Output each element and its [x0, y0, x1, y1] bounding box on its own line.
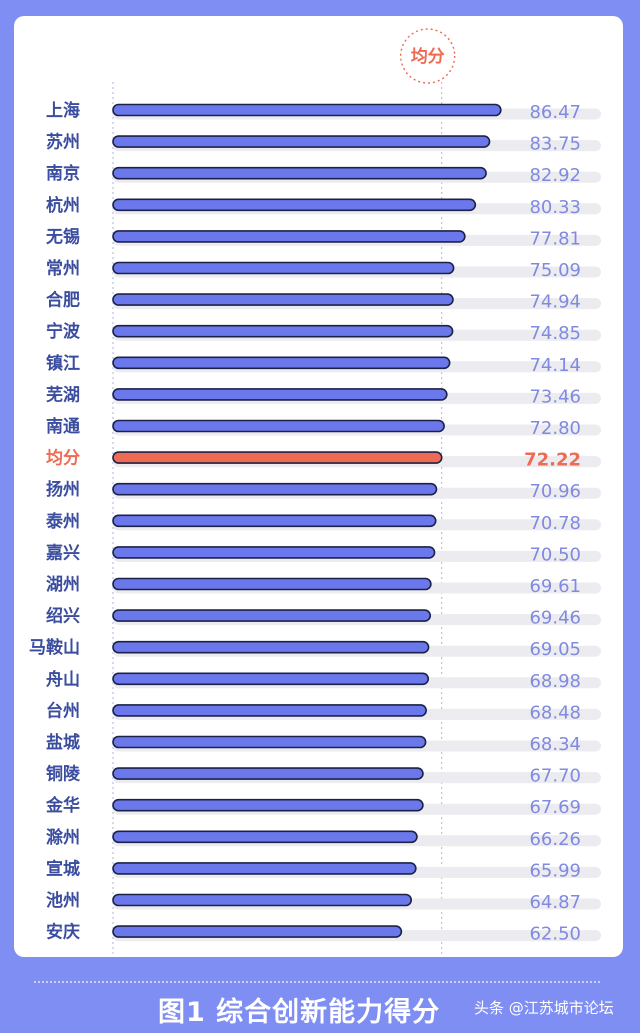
value-label: 83.75 — [529, 134, 581, 155]
value-label: 75.09 — [529, 260, 581, 281]
bar — [112, 672, 430, 686]
bar — [112, 230, 466, 243]
chart-title: 图1 综合创新能力得分 — [158, 997, 441, 1028]
value-label: 70.78 — [529, 513, 581, 534]
category-label: 芜湖 — [46, 384, 80, 405]
bar — [112, 546, 436, 559]
category-label: 台州 — [46, 700, 80, 721]
value-label: 69.05 — [529, 639, 581, 660]
category-label: 池州 — [46, 890, 80, 911]
value-label: 68.98 — [529, 671, 581, 692]
value-label: 74.94 — [529, 292, 581, 313]
category-label: 宣城 — [46, 858, 80, 879]
bar — [112, 893, 413, 907]
category-label: 盐城 — [46, 732, 80, 753]
average-bar — [112, 451, 443, 464]
bar — [112, 103, 502, 117]
category-label: 上海 — [46, 100, 80, 121]
bar — [112, 198, 477, 212]
value-label: 86.47 — [529, 102, 581, 123]
bar — [112, 767, 424, 780]
value-label: 74.85 — [529, 323, 581, 344]
bar — [112, 482, 438, 496]
category-label: 合肥 — [46, 290, 80, 311]
value-label: 69.46 — [529, 608, 581, 629]
bar — [112, 293, 454, 306]
category-label: 南京 — [46, 163, 80, 184]
value-label: 80.33 — [529, 197, 581, 218]
bar — [112, 704, 427, 717]
category-label: 嘉兴 — [45, 542, 80, 563]
bar — [112, 577, 432, 591]
category-label: 泰州 — [46, 511, 80, 532]
category-label: 安庆 — [46, 922, 80, 943]
category-label: 铜陵 — [46, 764, 81, 785]
value-label: 70.96 — [529, 481, 581, 502]
category-label: 湖州 — [46, 575, 80, 595]
category-label: 均分 — [46, 448, 80, 469]
bar — [112, 324, 454, 338]
average-marker-label: 均分 — [411, 46, 445, 67]
bar — [112, 925, 403, 938]
category-label: 南通 — [46, 416, 80, 437]
value-label: 69.61 — [529, 576, 581, 597]
bar — [112, 862, 417, 875]
bar — [112, 419, 445, 433]
value-label: 77.81 — [529, 228, 581, 249]
value-label: 73.46 — [529, 386, 581, 407]
category-label: 绍兴 — [46, 606, 80, 627]
value-label: 72.22 — [524, 450, 581, 471]
value-label: 72.80 — [529, 418, 581, 439]
bar — [112, 388, 448, 401]
chart-card: 均分 上海 86.47 苏州 83.75 南京 82.92 杭州 80.33 无锡 77.81 常州 7… — [14, 16, 623, 957]
bar — [112, 166, 487, 180]
category-label: 扬州 — [46, 479, 80, 500]
value-label: 74.14 — [529, 355, 581, 376]
value-label: 68.48 — [529, 702, 581, 723]
category-label: 苏州 — [46, 132, 80, 153]
value-label: 68.34 — [529, 734, 581, 755]
bar — [112, 514, 437, 528]
value-label: 67.69 — [529, 797, 581, 818]
bar — [112, 261, 455, 275]
value-label: 62.50 — [529, 924, 581, 945]
bar — [112, 640, 430, 654]
footer-divider — [34, 981, 600, 983]
watermark-text: 头条 @江苏城市论坛 — [474, 999, 614, 1017]
value-label: 67.70 — [529, 766, 581, 787]
category-label: 舟山 — [46, 669, 80, 690]
category-label: 马鞍山 — [29, 637, 80, 658]
category-label: 宁波 — [46, 321, 81, 342]
category-label: 杭州 — [46, 195, 80, 216]
value-label: 82.92 — [529, 165, 581, 186]
bar — [112, 830, 418, 844]
category-label: 滁州 — [46, 827, 80, 848]
value-label: 65.99 — [529, 860, 581, 881]
category-label: 常州 — [46, 258, 80, 279]
category-label: 金华 — [45, 795, 80, 816]
category-label: 镇江 — [46, 353, 80, 374]
category-label: 无锡 — [45, 226, 80, 247]
value-label: 70.50 — [529, 544, 581, 565]
value-label: 66.26 — [529, 829, 581, 850]
bar — [112, 735, 427, 749]
bar — [112, 356, 451, 370]
average-marker-circle — [399, 28, 456, 84]
bar — [112, 798, 424, 812]
bar — [112, 135, 491, 148]
value-label: 64.87 — [529, 892, 581, 913]
bar — [112, 609, 432, 622]
